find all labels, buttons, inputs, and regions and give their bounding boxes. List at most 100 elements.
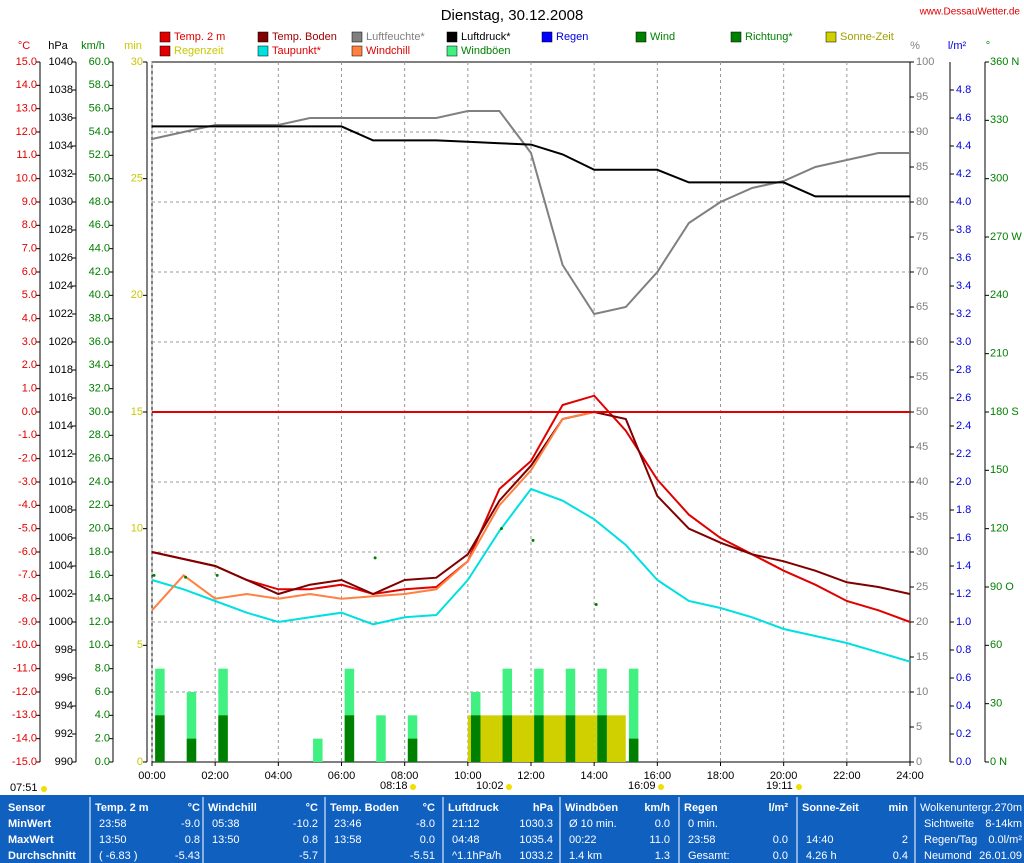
y-tick-label: 150 (990, 464, 1008, 476)
table-cell: Ø 10 min. (569, 818, 617, 830)
y-tick-label: 26.0 (89, 453, 110, 465)
legend-label: Windchill (366, 45, 410, 57)
legend-label: Sonne-Zeit (840, 31, 894, 43)
y-tick-label: 1010 (49, 476, 73, 488)
y-tick-label: 1018 (49, 364, 73, 376)
legend-label: Luftfeuchte* (366, 31, 425, 43)
axis-unit: °C (18, 40, 30, 52)
table-cell: 00:22 (569, 834, 597, 846)
table-cell: Windböen (565, 802, 618, 814)
y-tick-label: 7.0 (22, 243, 37, 255)
table-cell: -5.43 (175, 850, 200, 862)
y-tick-label: 990 (55, 756, 73, 768)
table-cell: 0.0 (655, 818, 670, 830)
y-tick-label: 30.0 (89, 406, 110, 418)
y-tick-label: 1.8 (956, 504, 971, 516)
y-tick-label: 24.0 (89, 476, 110, 488)
table-cell: -5.51 (410, 850, 435, 862)
y-tick-label: 1016 (49, 392, 73, 404)
y-tick-label: 5 (916, 721, 922, 733)
y-tick-label: 3.6 (956, 252, 971, 264)
table-cell: 0.0 (773, 850, 788, 862)
x-tick-label: 22:00 (833, 770, 861, 782)
y-tick-label: 210 (990, 348, 1008, 360)
y-tick-label: 2.0 (22, 359, 37, 371)
y-tick-label: 0.6 (956, 672, 971, 684)
y-tick-label: 12.0 (16, 126, 37, 138)
legend-swatch (351, 45, 363, 57)
direction-dot (531, 538, 535, 542)
axis-unit: % (910, 40, 920, 52)
table-cell: 13:50 (99, 834, 127, 846)
stats-table-bg (0, 795, 1024, 863)
legend-swatch (541, 31, 553, 43)
legend-label: Temp. 2 m (174, 31, 225, 43)
y-tick-label: 60 (990, 639, 1002, 651)
y-tick-label: 16.0 (89, 569, 110, 581)
y-tick-label: 14.0 (89, 593, 110, 605)
y-tick-label: 2.4 (956, 420, 971, 432)
chart-title: Dienstag, 30.12.2008 (441, 7, 584, 24)
table-cell: 0.0l/m² (988, 834, 1022, 846)
table-cell: Wolkenuntergr. (920, 802, 994, 814)
sun-marker (41, 786, 47, 792)
y-tick-label: 22.0 (89, 499, 110, 511)
y-tick-label: 28.0 (89, 429, 110, 441)
y-tick-label: 0 N (990, 756, 1007, 768)
bar (155, 715, 165, 762)
table-cell: Neumond (924, 850, 972, 862)
y-tick-label: -2.0 (18, 453, 37, 465)
y-tick-label: 1040 (49, 56, 73, 68)
y-tick-label: 10 (916, 686, 928, 698)
y-tick-label: 1036 (49, 112, 73, 124)
legend-label: Wind (650, 31, 675, 43)
table-cell: MinWert (8, 818, 52, 830)
y-tick-label: 40.0 (89, 289, 110, 301)
legend-swatch (257, 31, 269, 43)
y-tick-label: 8.0 (95, 663, 110, 675)
y-tick-label: 2.0 (956, 476, 971, 488)
y-tick-label: 20.0 (89, 523, 110, 535)
bar (313, 738, 323, 762)
table-cell: 13:58 (334, 834, 362, 846)
table-cell: 0.8 (185, 834, 200, 846)
y-tick-label: 6.0 (95, 686, 110, 698)
table-cell: 26.01.09 (979, 850, 1022, 862)
site-link[interactable]: www.DessauWetter.de (919, 7, 1021, 18)
y-tick-label: 2.2 (956, 448, 971, 460)
y-tick-label: 30 (990, 698, 1002, 710)
table-cell: 11.0 (649, 834, 670, 846)
y-tick-label: 1006 (49, 532, 73, 544)
table-cell: Durchschnitt (8, 850, 76, 862)
axis-unit: hPa (48, 40, 68, 52)
y-tick-label: 30 (916, 546, 928, 558)
y-tick-label: 100 (916, 56, 934, 68)
x-tick-label: 20:00 (770, 770, 798, 782)
table-cell: 0.0 (773, 834, 788, 846)
y-tick-label: 4.6 (956, 112, 971, 124)
table-cell: 0.0 (420, 834, 435, 846)
table-cell: °C (306, 802, 318, 814)
axis-unit: min (124, 40, 142, 52)
y-tick-label: 0.4 (956, 700, 971, 712)
table-cell: -9.0 (181, 818, 200, 830)
direction-dot (499, 527, 503, 531)
y-tick-label: -5.0 (18, 523, 37, 535)
y-tick-label: 32.0 (89, 383, 110, 395)
bar (628, 738, 639, 762)
y-tick-label: 1028 (49, 224, 73, 236)
table-cell: 1035.4 (519, 834, 553, 846)
table-cell: Sensor (8, 802, 46, 814)
legend-swatch (351, 31, 363, 43)
table-cell: 13:50 (212, 834, 240, 846)
y-tick-label: 998 (55, 644, 73, 656)
y-tick-label: 1032 (49, 168, 73, 180)
table-cell: °C (188, 802, 200, 814)
table-cell: 04:48 (452, 834, 480, 846)
y-tick-label: 300 (990, 173, 1008, 185)
y-tick-label: 3.2 (956, 308, 971, 320)
y-tick-label: 20 (916, 616, 928, 628)
y-tick-label: 1024 (49, 280, 73, 292)
y-tick-label: 992 (55, 728, 73, 740)
y-tick-label: 14.0 (16, 79, 37, 91)
